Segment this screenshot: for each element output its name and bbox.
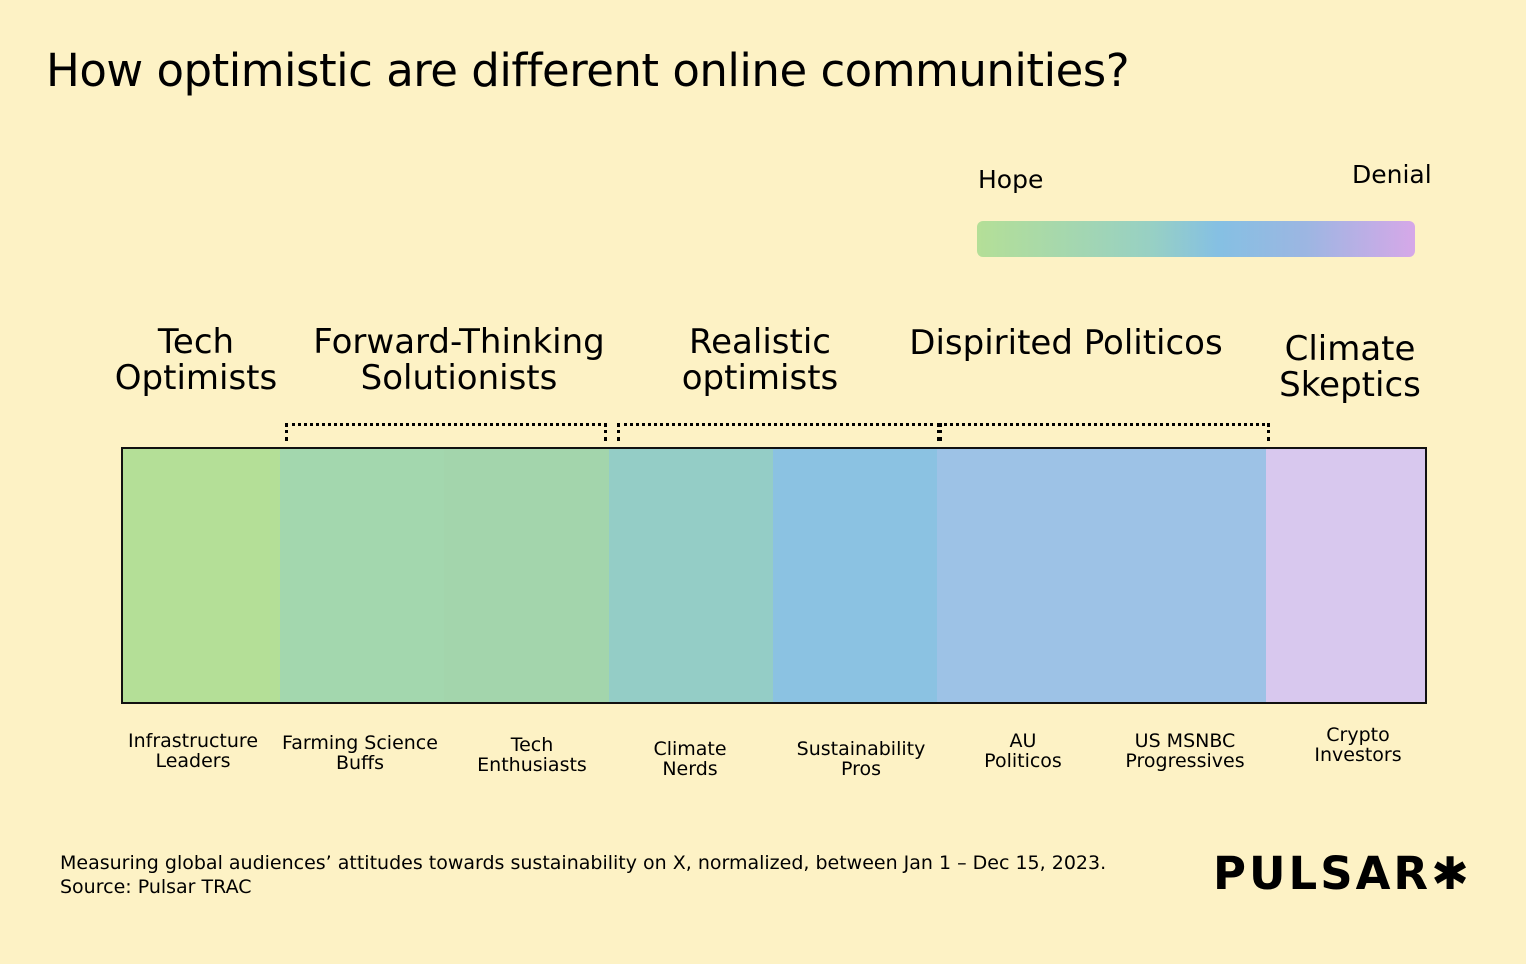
group-label: Forward-Thinking <box>313 322 605 362</box>
segment-label: AU Politicos <box>984 731 1062 771</box>
bracket-dispirited <box>939 423 1270 441</box>
source-text: Source: Pulsar TRAC <box>60 876 252 898</box>
footnote: Measuring global audiences’ attitudes to… <box>60 851 1106 899</box>
segment-2 <box>444 449 609 702</box>
segment-label-line: Enthusiasts <box>477 754 587 776</box>
segment-label: Farming Science Buffs <box>282 733 438 773</box>
group-realistic-optimists: Realistic optimists <box>682 324 839 396</box>
group-label: Skeptics <box>1279 365 1421 405</box>
group-label: optimists <box>681 358 839 398</box>
group-label: Optimists <box>114 358 278 398</box>
segment-0 <box>123 449 280 702</box>
segment-label-line: Farming Science <box>282 732 438 754</box>
segment-1 <box>279 449 445 702</box>
community-bar <box>121 447 1427 704</box>
segment-label-line: Leaders <box>155 750 231 772</box>
group-label: Dispirited Politicos <box>909 323 1223 363</box>
segment-label: Crypto Investors <box>1314 725 1401 765</box>
segment-label: Climate Nerds <box>653 739 726 779</box>
segment-label-line: Progressives <box>1125 750 1245 772</box>
pulsar-logo: PULSAR✱ <box>1213 847 1472 900</box>
segment-label-line: Sustainability <box>796 738 926 760</box>
segment-label: US MSNBC Progressives <box>1125 731 1244 771</box>
segment-label-line: Investors <box>1314 744 1402 766</box>
segment-5 <box>936 449 1102 702</box>
group-label: Climate <box>1284 329 1416 369</box>
group-label: Solutionists <box>360 358 558 398</box>
segment-7 <box>1265 449 1426 702</box>
segment-label-line: Nerds <box>662 758 718 780</box>
segment-label: Tech Enthusiasts <box>477 735 587 775</box>
legend-hope-label: Hope <box>978 165 1044 194</box>
group-climate-skeptics: Climate Skeptics <box>1279 331 1421 403</box>
segment-label-line: US MSNBC <box>1134 730 1236 752</box>
segment-label-line: Pros <box>840 758 882 780</box>
footnote-text: Measuring global audiences’ attitudes to… <box>60 852 1107 874</box>
group-forward-thinking: Forward-Thinking Solutionists <box>313 324 604 396</box>
segment-6 <box>1101 449 1266 702</box>
legend-denial-label: Denial <box>1352 160 1432 189</box>
group-dispirited-politicos: Dispirited Politicos <box>909 325 1222 361</box>
segment-label-line: AU <box>1009 730 1037 752</box>
legend-gradient <box>977 221 1415 257</box>
segment-3 <box>608 449 774 702</box>
segment-label-line: Tech <box>510 734 554 756</box>
group-label: Tech <box>157 322 235 362</box>
bracket-realistic <box>617 423 940 441</box>
segment-label-line: Infrastructure <box>127 730 259 752</box>
segment-label-line: Crypto <box>1326 724 1390 746</box>
segment-4 <box>773 449 937 702</box>
segment-label-line: Buffs <box>335 752 385 774</box>
segment-label-line: Climate <box>653 738 727 760</box>
group-tech-optimists: Tech Optimists <box>115 324 277 396</box>
segment-label: Infrastructure Leaders <box>128 731 258 771</box>
group-label: Realistic <box>689 322 831 362</box>
segment-label: Sustainability Pros <box>797 739 926 779</box>
bracket-forward-thinking <box>285 423 607 441</box>
segment-label-line: Politicos <box>984 750 1062 772</box>
page-title: How optimistic are different online comm… <box>46 44 1130 97</box>
